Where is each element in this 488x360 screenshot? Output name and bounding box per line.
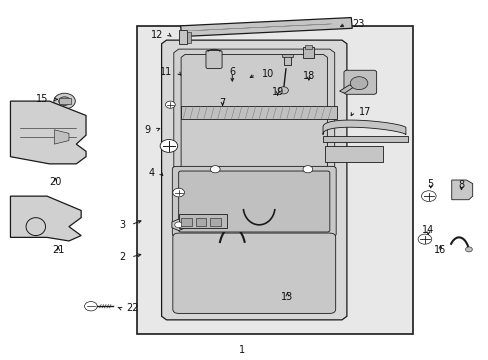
Circle shape: [303, 166, 312, 173]
FancyBboxPatch shape: [343, 70, 376, 94]
Text: 12: 12: [150, 30, 163, 40]
Circle shape: [160, 139, 177, 152]
Circle shape: [59, 97, 70, 105]
FancyBboxPatch shape: [178, 171, 329, 232]
Bar: [181, 219, 191, 226]
Bar: [181, 107, 336, 119]
FancyBboxPatch shape: [205, 50, 222, 68]
Polygon shape: [173, 49, 334, 311]
Text: 17: 17: [358, 107, 371, 117]
Circle shape: [417, 234, 431, 244]
Polygon shape: [54, 130, 69, 144]
Bar: [187, 32, 190, 42]
FancyBboxPatch shape: [172, 233, 335, 314]
Bar: [195, 219, 206, 226]
Circle shape: [278, 87, 288, 94]
Text: 18: 18: [302, 71, 314, 81]
Polygon shape: [180, 18, 351, 37]
Text: 8: 8: [457, 180, 464, 190]
Circle shape: [84, 302, 97, 311]
Text: 7: 7: [219, 98, 225, 108]
Text: 2: 2: [119, 252, 125, 262]
Text: 20: 20: [49, 177, 61, 187]
Bar: [322, 136, 407, 142]
Text: 5: 5: [427, 179, 433, 189]
Circle shape: [210, 166, 220, 173]
FancyBboxPatch shape: [172, 166, 335, 237]
Bar: [303, 46, 313, 58]
Circle shape: [172, 188, 184, 197]
Bar: [210, 219, 221, 226]
Circle shape: [54, 93, 75, 109]
Polygon shape: [10, 101, 86, 164]
Bar: [178, 214, 227, 228]
Polygon shape: [161, 40, 346, 320]
Text: 15: 15: [36, 94, 48, 104]
Text: 13: 13: [281, 292, 293, 302]
Polygon shape: [181, 54, 327, 306]
Circle shape: [165, 101, 175, 108]
Text: 16: 16: [433, 245, 446, 255]
Text: 4: 4: [148, 168, 154, 178]
Text: 11: 11: [160, 67, 172, 77]
Bar: [281, 54, 293, 57]
Text: 23: 23: [351, 19, 364, 29]
Bar: [325, 146, 383, 162]
Circle shape: [349, 77, 367, 90]
Polygon shape: [10, 196, 81, 241]
Text: 3: 3: [119, 220, 125, 230]
Polygon shape: [451, 180, 472, 200]
Bar: [137, 26, 412, 334]
Text: 14: 14: [421, 225, 433, 235]
Bar: [283, 54, 290, 65]
Polygon shape: [339, 85, 353, 93]
Circle shape: [421, 191, 435, 202]
Text: 10: 10: [261, 69, 273, 79]
Text: 21: 21: [52, 245, 64, 255]
Text: 6: 6: [229, 67, 235, 77]
Bar: [305, 45, 311, 49]
Circle shape: [465, 247, 471, 252]
Text: 22: 22: [126, 303, 139, 314]
Text: 19: 19: [271, 87, 283, 97]
Circle shape: [174, 222, 182, 228]
Text: 1: 1: [239, 345, 244, 355]
Bar: [178, 30, 187, 44]
Bar: [59, 98, 71, 104]
Text: 9: 9: [144, 125, 151, 135]
Polygon shape: [172, 219, 185, 230]
